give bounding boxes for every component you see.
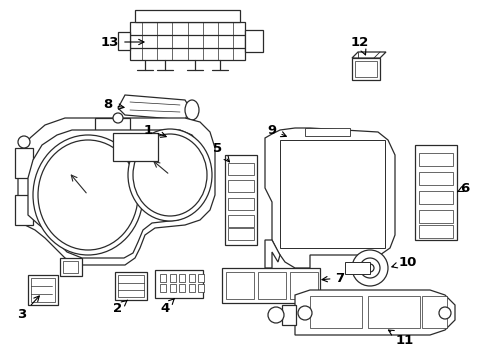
Bar xyxy=(31,278,55,302)
Ellipse shape xyxy=(128,129,212,221)
Circle shape xyxy=(113,113,123,123)
Circle shape xyxy=(352,250,388,286)
Polygon shape xyxy=(28,130,203,258)
Bar xyxy=(419,153,453,166)
Bar xyxy=(189,274,195,282)
Bar xyxy=(198,274,204,282)
Text: 3: 3 xyxy=(17,296,39,321)
Polygon shape xyxy=(295,290,455,335)
Bar xyxy=(170,284,175,292)
Bar xyxy=(419,191,453,204)
Polygon shape xyxy=(18,118,215,265)
Bar xyxy=(28,275,58,305)
Bar xyxy=(118,32,130,50)
Bar xyxy=(118,275,144,297)
Circle shape xyxy=(366,264,374,272)
Text: 9: 9 xyxy=(268,123,286,137)
Bar xyxy=(305,128,350,136)
Bar xyxy=(160,284,166,292)
Bar xyxy=(189,284,195,292)
Text: 5: 5 xyxy=(214,141,229,162)
Bar xyxy=(245,30,263,52)
Bar xyxy=(355,61,377,77)
Bar xyxy=(155,270,203,298)
Bar xyxy=(179,284,185,292)
Bar xyxy=(228,180,254,192)
Bar xyxy=(228,198,254,210)
Bar xyxy=(258,272,286,299)
Bar xyxy=(15,148,33,178)
Bar xyxy=(15,195,33,225)
Text: 11: 11 xyxy=(389,330,414,346)
Polygon shape xyxy=(118,95,190,120)
Bar xyxy=(115,272,147,300)
Bar xyxy=(222,268,320,303)
Bar xyxy=(310,296,362,328)
Bar xyxy=(63,261,78,273)
Bar xyxy=(95,118,130,133)
Ellipse shape xyxy=(33,135,143,255)
Bar xyxy=(135,10,240,22)
Bar xyxy=(290,272,318,299)
Polygon shape xyxy=(265,128,395,268)
Circle shape xyxy=(439,307,451,319)
Text: 7: 7 xyxy=(322,271,344,284)
Circle shape xyxy=(298,306,312,320)
Bar xyxy=(422,296,447,328)
Text: 6: 6 xyxy=(458,181,469,194)
Bar xyxy=(228,215,254,227)
Polygon shape xyxy=(352,52,386,58)
Bar xyxy=(179,274,185,282)
Ellipse shape xyxy=(38,140,138,250)
Bar xyxy=(368,296,420,328)
Bar xyxy=(228,163,254,175)
Bar xyxy=(419,210,453,223)
Text: 13: 13 xyxy=(101,36,144,49)
Text: 8: 8 xyxy=(103,99,124,112)
Bar xyxy=(130,22,245,60)
Bar xyxy=(226,272,254,299)
Circle shape xyxy=(360,258,380,278)
Polygon shape xyxy=(265,240,280,268)
Bar xyxy=(60,258,82,276)
Bar xyxy=(198,284,204,292)
Bar xyxy=(419,225,453,238)
Bar xyxy=(282,305,296,325)
Text: 12: 12 xyxy=(351,36,369,55)
Ellipse shape xyxy=(133,134,207,216)
Bar xyxy=(225,155,257,245)
Ellipse shape xyxy=(185,100,199,120)
Text: 4: 4 xyxy=(160,298,174,315)
Circle shape xyxy=(18,136,30,148)
Bar xyxy=(345,262,370,274)
Text: 2: 2 xyxy=(114,300,127,315)
Bar xyxy=(419,172,453,185)
Circle shape xyxy=(268,307,284,323)
Bar xyxy=(415,145,457,240)
Bar xyxy=(160,274,166,282)
Text: 10: 10 xyxy=(392,256,417,269)
Bar xyxy=(280,140,385,248)
Bar xyxy=(113,133,158,161)
Bar xyxy=(228,228,254,240)
Text: 1: 1 xyxy=(144,123,166,137)
Bar xyxy=(170,274,175,282)
Bar xyxy=(352,58,380,80)
